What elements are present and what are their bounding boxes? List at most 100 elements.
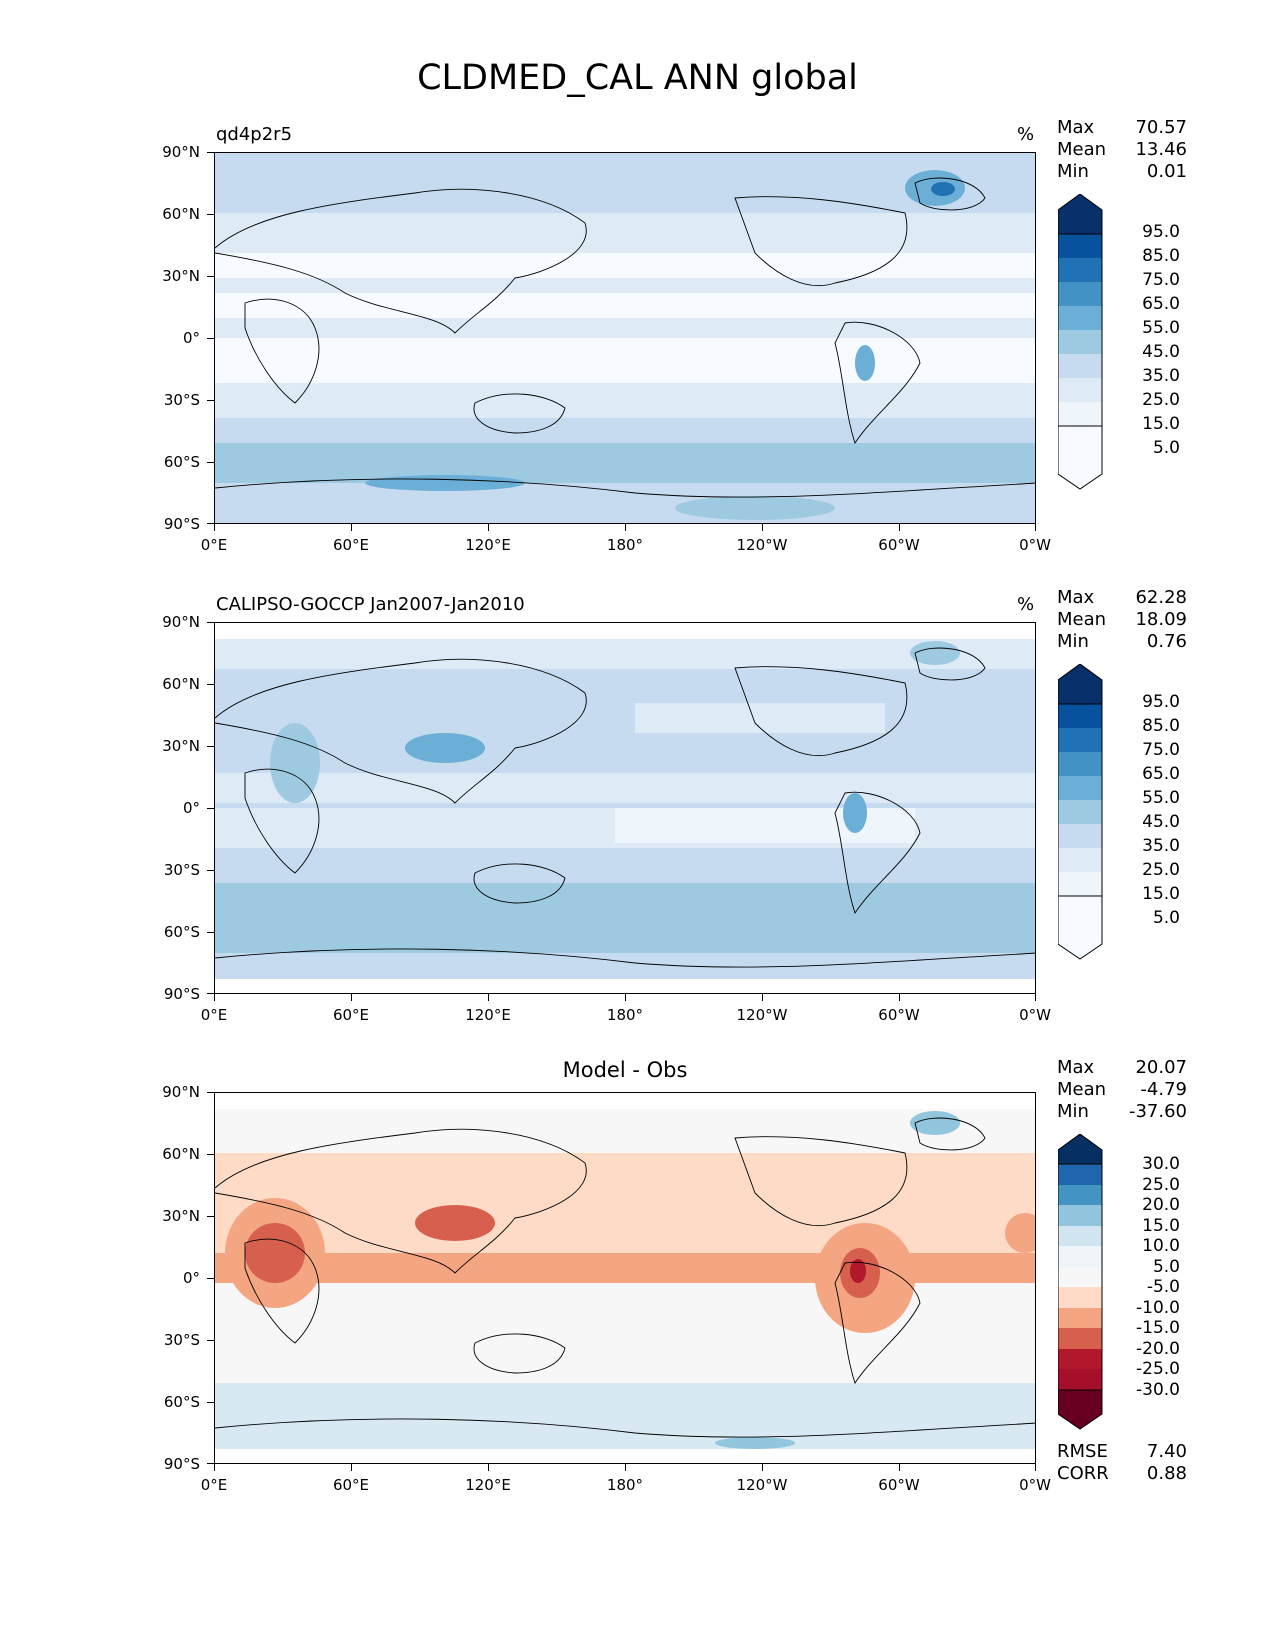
lat-tick-label: 60°S — [163, 923, 200, 941]
stats-box: Max 62.28 Mean 18.09 Min 0.76 — [1057, 587, 1187, 653]
colorbar-label: 5.0 — [1152, 908, 1180, 928]
lat-tick — [207, 1092, 214, 1094]
colorbar-label: -10.0 — [1136, 1298, 1180, 1318]
stat-label: Min — [1057, 631, 1089, 652]
colorbar-label: 45.0 — [1142, 812, 1180, 832]
stat-max: 20.07 — [1135, 1057, 1187, 1078]
lon-tick-label: 180° — [606, 1476, 644, 1494]
lat-tick-label: 90°S — [163, 985, 200, 1003]
map-plot — [214, 622, 1036, 994]
colorbar-label: 35.0 — [1142, 366, 1180, 386]
metric-label: CORR — [1057, 1463, 1109, 1484]
map-plot — [214, 1092, 1036, 1464]
stats-box: Max 20.07 Mean -4.79 Min -37.60 — [1057, 1057, 1187, 1123]
lat-tick-label: 90°N — [162, 1083, 200, 1101]
stats-box: Max 70.57 Mean 13.46 Min 0.01 — [1057, 117, 1187, 183]
lon-tick-label: 60°E — [332, 1006, 370, 1024]
colorbar-label: 15.0 — [1142, 884, 1180, 904]
lon-tick — [625, 1464, 627, 1471]
lat-tick — [207, 993, 214, 995]
lat-tick — [207, 870, 214, 872]
lat-tick — [207, 152, 214, 154]
lat-tick — [207, 622, 214, 624]
lon-tick — [762, 1464, 764, 1471]
panel-subtitle: Model - Obs — [562, 1058, 688, 1082]
lat-tick — [207, 1402, 214, 1404]
colorbar-label: 65.0 — [1142, 294, 1180, 314]
lon-tick — [899, 1464, 901, 1471]
metric-label: RMSE — [1057, 1441, 1108, 1462]
lat-tick-label: 90°S — [163, 1455, 200, 1473]
colorbar-label: 10.0 — [1142, 1236, 1180, 1256]
colorbar-label: 5.0 — [1152, 438, 1180, 458]
lon-tick-label: 180° — [606, 536, 644, 554]
lat-tick-label: 60°N — [162, 1145, 200, 1163]
contour-field — [215, 623, 1035, 993]
lat-tick — [207, 1154, 214, 1156]
colorbar-label: 15.0 — [1142, 414, 1180, 434]
stat-max: 62.28 — [1135, 587, 1187, 608]
stat-label: Max — [1057, 1057, 1095, 1078]
colorbar-label: 95.0 — [1142, 222, 1180, 242]
colorbar-label: 55.0 — [1142, 318, 1180, 338]
colorbar-label: -20.0 — [1136, 1339, 1180, 1359]
metrics-box: RMSE 7.40 CORR 0.88 — [1057, 1441, 1187, 1485]
lat-tick — [207, 684, 214, 686]
lat-tick — [207, 400, 214, 402]
stat-label: Max — [1057, 117, 1095, 138]
lat-tick — [207, 1340, 214, 1342]
lon-tick — [488, 1464, 490, 1471]
stat-max: 70.57 — [1135, 117, 1187, 138]
stat-min: -37.60 — [1128, 1101, 1187, 1122]
lat-tick — [207, 462, 214, 464]
lon-tick-label: 120°W — [736, 1006, 788, 1024]
lon-tick-label: 120°E — [465, 1006, 511, 1024]
lon-tick-label: 60°W — [878, 1006, 920, 1024]
colorbar-label: 55.0 — [1142, 788, 1180, 808]
lon-tick-label: 180° — [606, 1006, 644, 1024]
lon-tick-label: 60°E — [332, 1476, 370, 1494]
colorbar-label: 25.0 — [1142, 390, 1180, 410]
stat-label: Mean — [1057, 139, 1107, 160]
lat-tick — [207, 276, 214, 278]
stat-mean: 18.09 — [1135, 609, 1187, 630]
colorbar-label: -30.0 — [1136, 1380, 1180, 1400]
lat-tick-label: 90°S — [163, 515, 200, 533]
lat-tick — [207, 338, 214, 340]
panel-subtitle: qd4p2r5 — [216, 124, 293, 145]
lon-tick — [1035, 524, 1037, 531]
lat-tick — [207, 932, 214, 934]
lon-tick — [1035, 994, 1037, 1001]
stat-min: 0.76 — [1146, 631, 1187, 652]
lon-tick-label: 0°E — [200, 1476, 228, 1494]
colorbar-label: 5.0 — [1152, 1257, 1180, 1277]
lat-tick-label: 60°S — [163, 453, 200, 471]
stat-mean: 13.46 — [1135, 139, 1187, 160]
lat-tick-label: 30°S — [163, 391, 200, 409]
lat-tick-label: 30°S — [163, 861, 200, 879]
map-plot — [214, 152, 1036, 524]
colorbar — [1058, 1134, 1103, 1430]
lon-tick — [625, 524, 627, 531]
lon-tick-label: 60°W — [878, 536, 920, 554]
stat-label: Min — [1057, 161, 1089, 182]
colorbar-label: 20.0 — [1142, 1195, 1180, 1215]
lon-tick-label: 120°W — [736, 536, 788, 554]
colorbar-label: 85.0 — [1142, 246, 1180, 266]
lat-tick — [207, 808, 214, 810]
lon-tick — [488, 994, 490, 1001]
lat-tick-label: 30°N — [162, 1207, 200, 1225]
lon-tick — [762, 994, 764, 1001]
lat-tick-label: 90°N — [162, 613, 200, 631]
colorbar-label: 75.0 — [1142, 270, 1180, 290]
lon-tick-label: 60°E — [332, 536, 370, 554]
stat-label: Max — [1057, 587, 1095, 608]
stat-label: Min — [1057, 1101, 1089, 1122]
colorbar-label: 30.0 — [1142, 1154, 1180, 1174]
lon-tick — [214, 524, 216, 531]
lon-tick-label: 120°W — [736, 1476, 788, 1494]
units-label: % — [1017, 594, 1035, 615]
units-label: % — [1017, 124, 1035, 145]
lat-tick-label: 30°N — [162, 737, 200, 755]
colorbar-label: -15.0 — [1136, 1318, 1180, 1338]
